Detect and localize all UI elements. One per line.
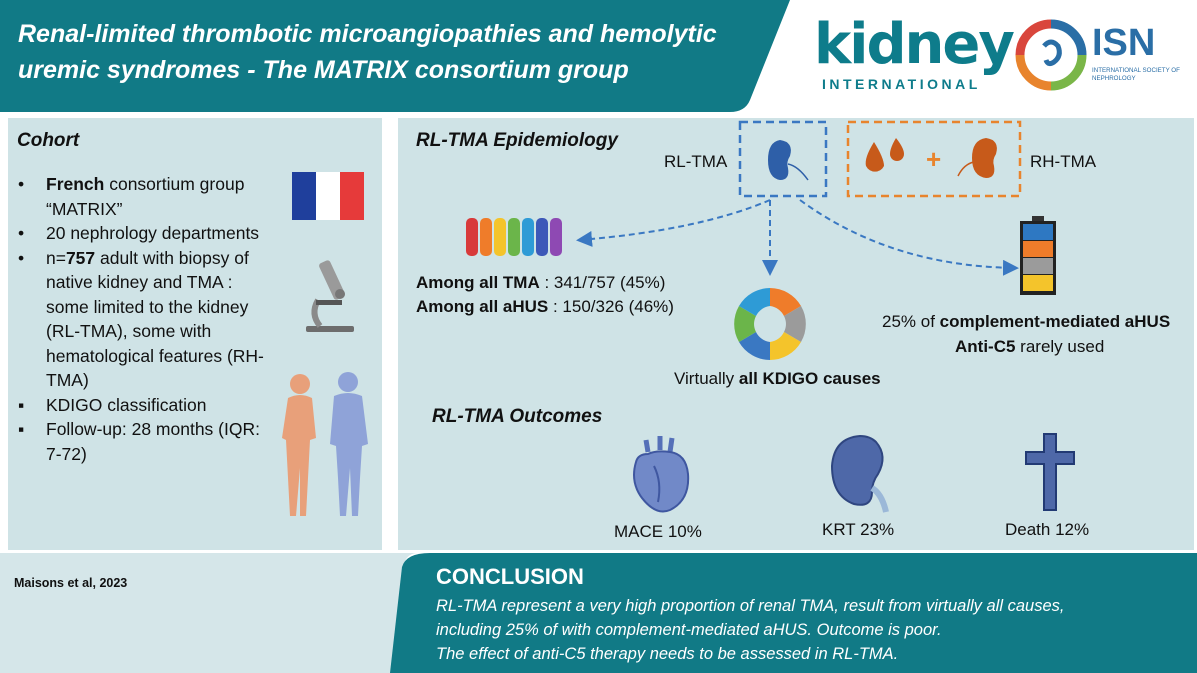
cohort-item-prefix: n= (46, 247, 66, 268)
complement-battery-icon (1020, 216, 1056, 295)
complement-bold: complement-mediated aHUS (939, 312, 1171, 331)
isn-logo-icon (1015, 19, 1087, 91)
kdigo-bold: all KDIGO causes (738, 369, 881, 388)
cohort-item-text: adult with biopsy of native kidney and T… (46, 247, 264, 391)
all-tma-value: : 341/757 (45%) (539, 273, 666, 292)
kdigo-pre: Virtually (674, 369, 739, 388)
microscope-icon (306, 260, 354, 332)
bullet: • (18, 174, 25, 194)
antic5-text: Anti-C5 rarely used (955, 337, 1104, 357)
conclusion-line: including 25% of with complement-mediate… (436, 621, 942, 639)
all-ahus-label: Among all aHUS (416, 297, 549, 316)
header-band (0, 0, 790, 112)
kidney-international-logo-sub: INTERNATIONAL (822, 76, 981, 92)
all-ahus-value: : 150/326 (46%) (548, 297, 674, 316)
bullet: • (18, 223, 25, 243)
cohort-item-text: Follow-up: 28 months (IQR: 7-72) (46, 419, 260, 464)
page-title: Renal-limited thrombotic microangiopathi… (18, 20, 717, 84)
isn-logo-text: ISN (1092, 22, 1156, 64)
cohort-item: ▪ KDIGO classification (18, 393, 268, 418)
bullet: ▪ (18, 394, 25, 415)
rh-tma-box (846, 120, 1022, 198)
cohort-item-text: consortium group “MATRIX” (46, 174, 245, 219)
human-figures-icon (282, 372, 368, 516)
conclusion-line: The effect of anti-C5 therapy needs to b… (436, 645, 899, 663)
mace-outcome: MACE 10% (614, 522, 702, 541)
epidemiology-arrows (576, 199, 1019, 276)
cohort-title: Cohort (17, 130, 80, 151)
antic5-post: rarely used (1015, 337, 1105, 356)
all-tma-stat: Among all TMA : 341/757 (45%) (416, 273, 665, 293)
tma-population-icon (466, 218, 562, 256)
conclusion-text: RL-TMA represent a very high proportion … (436, 594, 1196, 666)
kdigo-causes-text: Virtually all KDIGO causes (674, 369, 881, 389)
all-ahus-stat: Among all aHUS : 150/326 (46%) (416, 297, 674, 317)
plus-sign: + (926, 144, 942, 174)
rl-tma-box (738, 120, 828, 198)
cohort-item: • French consortium group “MATRIX” (18, 172, 268, 221)
rh-tma-label: RH-TMA (1030, 152, 1097, 171)
cohort-item: • n=757 adult with biopsy of native kidn… (18, 246, 268, 393)
kidney-international-logo: kidney (814, 12, 1015, 77)
reference-citation: Maisons et al, 2023 (14, 576, 128, 590)
complement-pre: 25% of (882, 312, 940, 331)
krt-outcome: KRT 23% (822, 520, 895, 539)
bullet: • (18, 247, 25, 268)
cohort-item-text: 20 nephrology departments (46, 223, 260, 243)
cohort-item-bold: 757 (65, 247, 96, 268)
heart-icon (633, 436, 690, 513)
epidemiology-title: RL-TMA Epidemiology (416, 130, 618, 151)
kidney-outcome-icon (830, 434, 889, 513)
isn-logo-sub: INTERNATIONAL SOCIETY OF NEPHROLOGY (1092, 67, 1180, 82)
kdigo-causes-icon (734, 288, 806, 360)
all-tma-label: Among all TMA (416, 273, 540, 292)
outcomes-title: RL-TMA Outcomes (432, 406, 603, 427)
conclusion-line: RL-TMA represent a very high proportion … (436, 597, 1065, 615)
cross-icon (1025, 433, 1075, 511)
antic5-bold: Anti-C5 (955, 337, 1016, 356)
complement-text: 25% of complement-mediated aHUS (882, 312, 1170, 332)
conclusion-band (0, 553, 1197, 673)
death-outcome: Death 12% (1005, 520, 1090, 539)
french-flag-icon (292, 172, 364, 220)
cohort-list: • French consortium group “MATRIX” • 20 … (18, 172, 268, 466)
bullet: ▪ (18, 419, 25, 439)
cohort-item: ▪ Follow-up: 28 months (IQR: 7-72) (18, 417, 268, 466)
cohort-item: • 20 nephrology departments (18, 221, 268, 246)
conclusion-title: CONCLUSION (436, 564, 584, 589)
cohort-item-bold: French (46, 174, 105, 194)
rl-tma-label: RL-TMA (664, 152, 728, 171)
cohort-item-text: KDIGO classification (46, 394, 207, 415)
